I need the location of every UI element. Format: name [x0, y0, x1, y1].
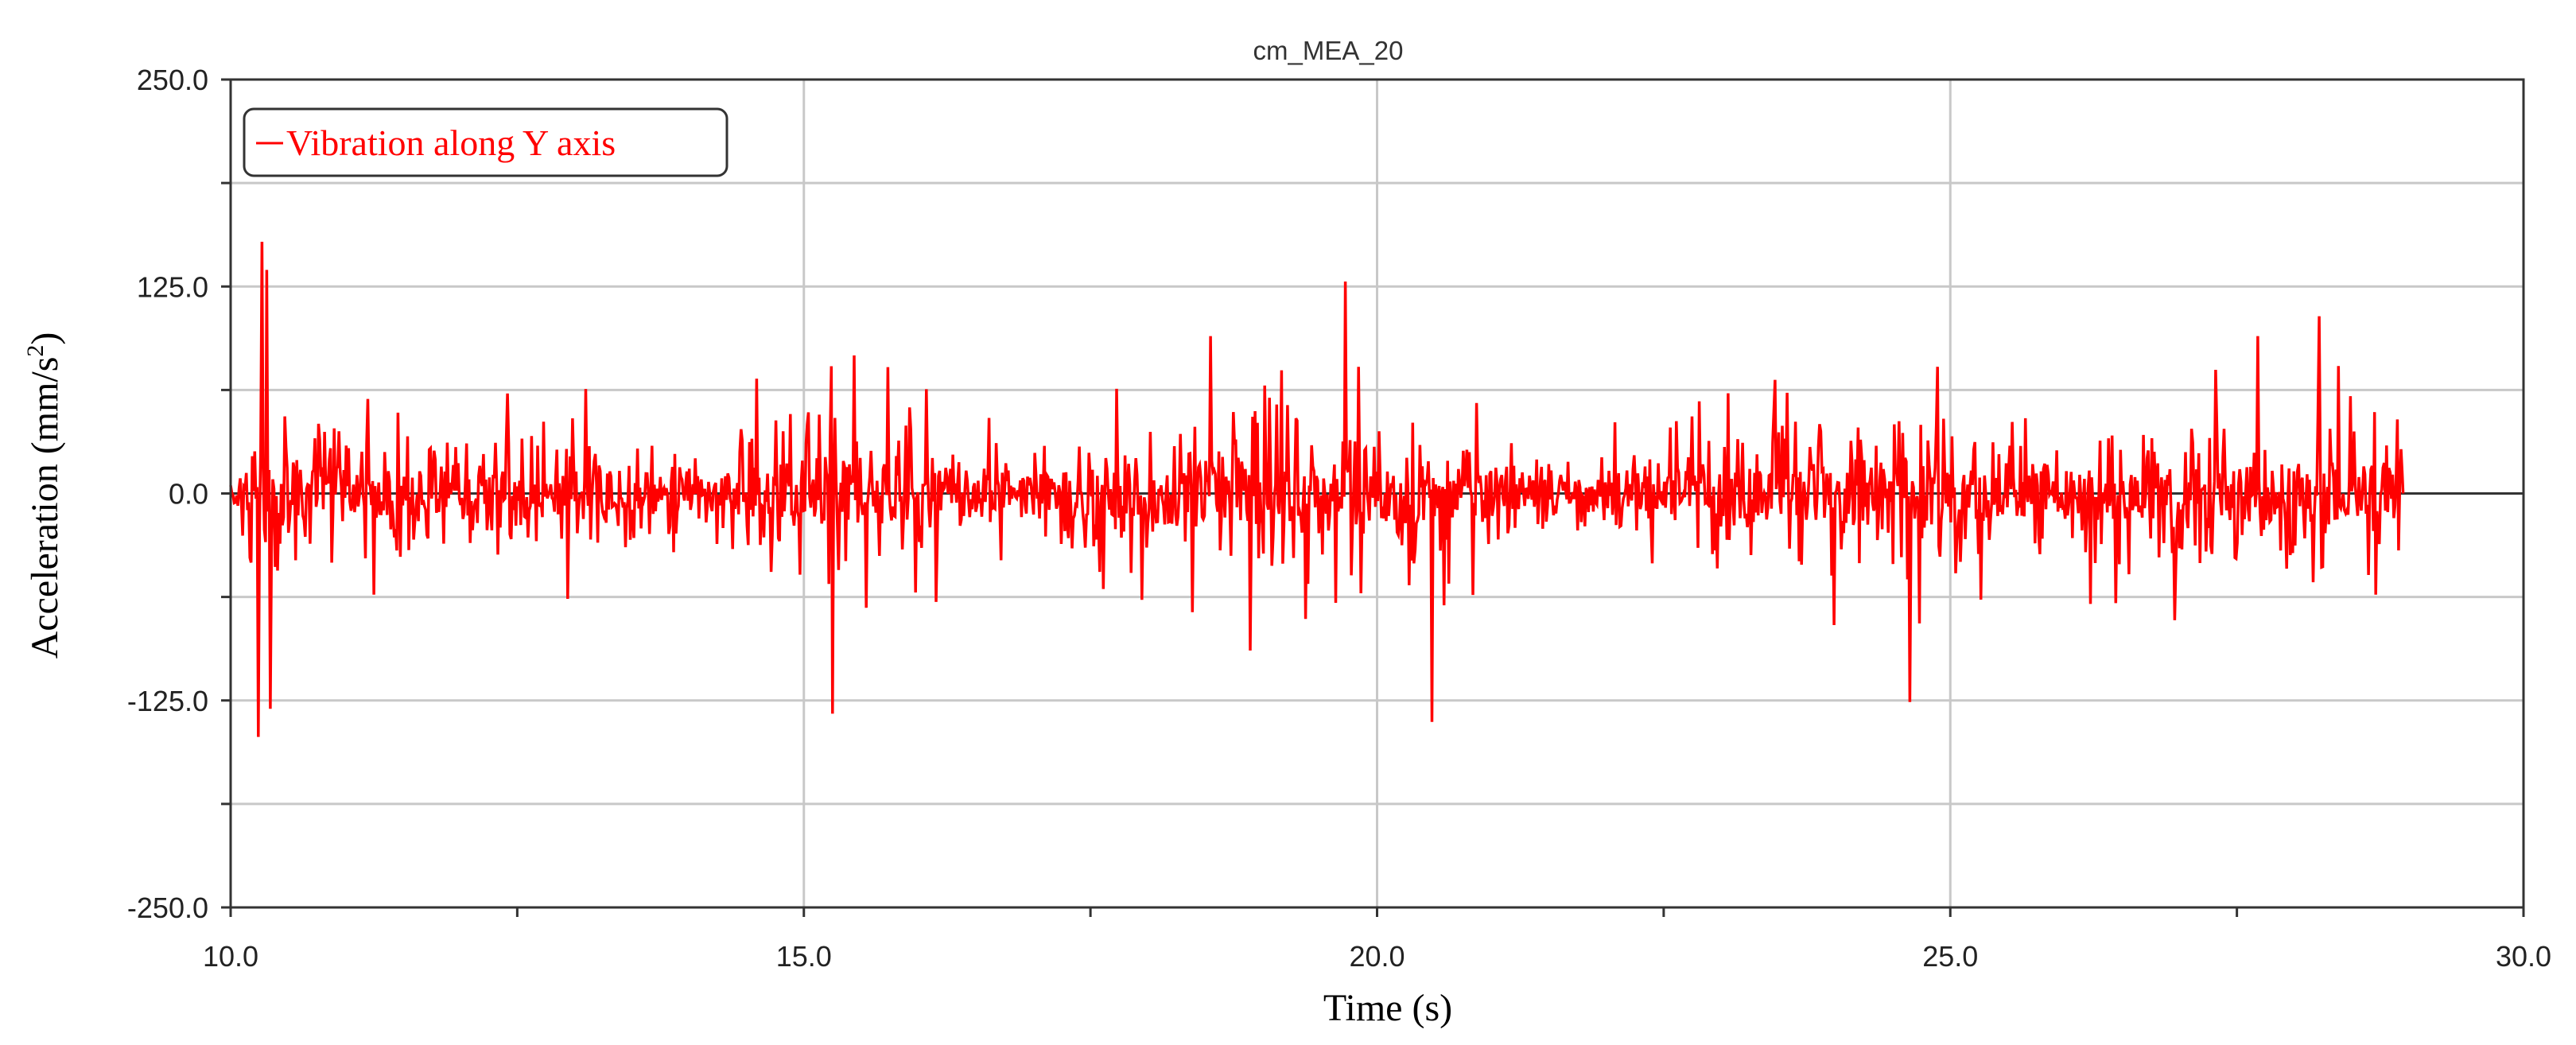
y-tick-label: -250.0: [127, 892, 208, 924]
legend-box: [243, 107, 729, 177]
y-axis-label-close: ): [24, 332, 66, 345]
y-tick-label: 0.0: [169, 478, 208, 511]
y-tick-labels: -250.0 -125.0 0.0 125.0 250.0: [127, 64, 208, 924]
x-tick-label: 15.0: [776, 940, 832, 973]
x-tick-label: 30.0: [2496, 940, 2551, 973]
y-axis-label: Acceleration (mm/s2): [22, 332, 66, 659]
x-tick-labels: 10.0 15.0 20.0 25.0 30.0: [203, 940, 2551, 973]
y-axis-label-superscript: 2: [22, 345, 49, 357]
x-tick-label: 10.0: [203, 940, 258, 973]
x-axis-label: Time (s): [1323, 987, 1452, 1029]
y-tick-label: 125.0: [137, 270, 208, 303]
legend-entry: Vibration along Y axis: [286, 122, 616, 163]
x-tick-label: 20.0: [1349, 940, 1405, 973]
y-tick-label: 250.0: [137, 64, 208, 96]
chart-title: cm_MEA_20: [1253, 36, 1404, 65]
plot-area: [229, 241, 2405, 737]
legend: Vibration along Y axis: [243, 107, 729, 177]
series-line-vibration-y: [229, 241, 2405, 737]
y-axis-label-main: Acceleration (mm/s: [24, 357, 66, 659]
y-tick-label: -125.0: [127, 685, 208, 717]
axis-ticks: [221, 78, 2525, 917]
x-tick-label: 25.0: [1922, 940, 1978, 973]
